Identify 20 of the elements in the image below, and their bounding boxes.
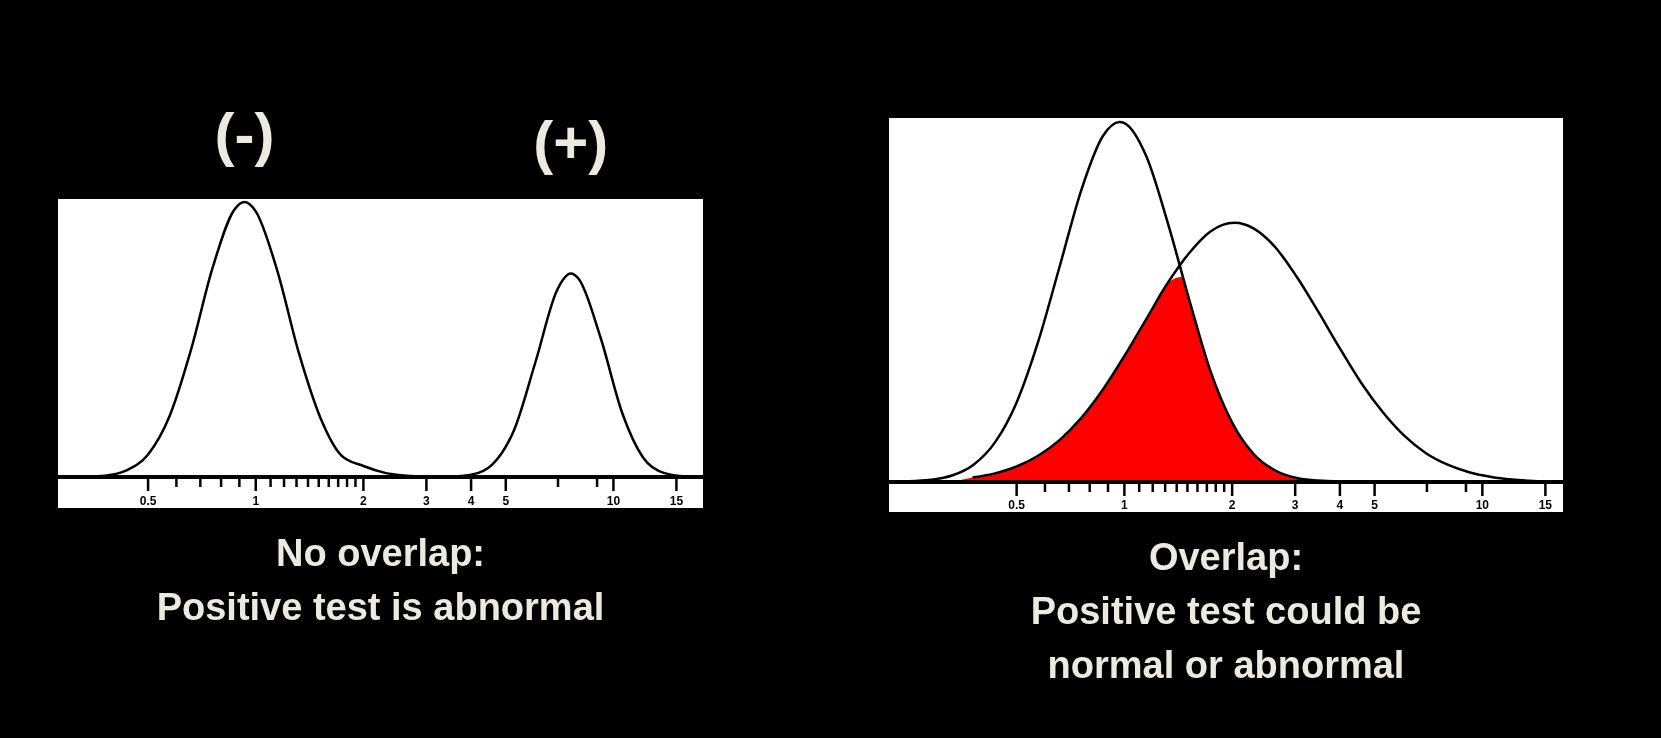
x-tick-label: 15 [669, 494, 684, 508]
x-tick-label: 4 [467, 494, 475, 508]
x-tick-label: 4 [1336, 498, 1344, 512]
x-tick-label: 15 [1538, 498, 1553, 512]
x-tick-label: 3 [423, 494, 431, 508]
x-tick-label: 0.5 [1008, 498, 1026, 512]
x-tick-label: 5 [502, 494, 510, 508]
x-tick-label: 10 [1475, 498, 1490, 512]
x-tick-label: 3 [1291, 498, 1299, 512]
x-tick-label: 2 [1228, 498, 1236, 512]
text: No overlap: Positive test is abnormal [156, 532, 605, 628]
annotation: (+) [533, 109, 609, 177]
x-tick-label: 0.5 [139, 494, 157, 508]
x-tick-label: 5 [1371, 498, 1379, 512]
x-tick-label: 1 [252, 494, 260, 508]
annotation: (-) [214, 101, 275, 168]
x-tick-label: 2 [360, 494, 368, 508]
x-tick-label: 10 [606, 494, 621, 508]
text: Overlap: Positive test could be normal or abnormal [1030, 536, 1422, 686]
x-tick-label: 1 [1121, 498, 1129, 512]
